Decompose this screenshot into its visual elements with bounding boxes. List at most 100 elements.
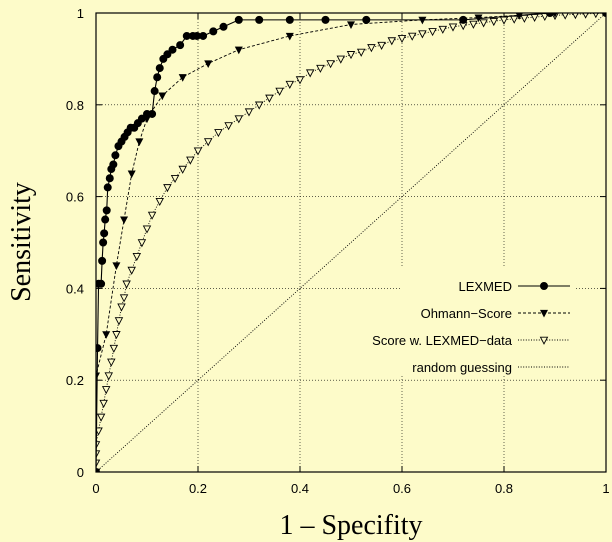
data-point (214, 129, 223, 138)
plot-frame (95, 12, 607, 473)
data-point (150, 87, 159, 96)
data-point (96, 413, 106, 422)
y-axis-title: Sensitivity (6, 182, 37, 302)
data-point (321, 15, 330, 24)
data-point (275, 87, 284, 96)
data-point (204, 60, 213, 68)
data-point (158, 92, 167, 101)
legend-label: LEXMED (459, 279, 512, 294)
data-point (120, 216, 129, 225)
y-tick-label: 0.6 (66, 190, 84, 205)
data-point (448, 23, 458, 32)
data-point (459, 15, 468, 24)
data-point (540, 281, 549, 290)
legend-label: Ohmann−Score (421, 306, 512, 321)
data-point (122, 280, 131, 289)
series-layer (96, 13, 606, 472)
data-point (103, 183, 112, 192)
data-point (347, 21, 355, 29)
data-point (377, 41, 386, 50)
data-point (479, 19, 488, 28)
data-point (367, 44, 376, 53)
data-point (255, 15, 264, 24)
data-point (336, 55, 346, 64)
data-point (96, 344, 102, 353)
data-point (438, 25, 448, 34)
data-point (209, 27, 218, 36)
x-tick-label: 0.4 (291, 481, 309, 496)
data-point (107, 358, 116, 367)
data-point (186, 156, 195, 165)
data-point (105, 174, 114, 183)
data-point (539, 336, 549, 345)
y-axis: 0 0.2 0.4 0.6 0.8 1 (66, 6, 606, 480)
x-tick-label: 0.2 (189, 481, 207, 496)
data-point (234, 46, 243, 55)
data-point (155, 64, 164, 73)
data-point (102, 206, 111, 215)
data-point (407, 32, 417, 41)
y-tick-label: 0.2 (66, 373, 84, 388)
legend: LEXMED Ohmann−Score Score w. LEXMED−data ra… (372, 268, 574, 376)
y-tick-label: 0.4 (66, 281, 84, 296)
data-point (356, 48, 366, 57)
x-tick-label: 0.8 (495, 481, 513, 496)
data-point (127, 170, 136, 179)
data-point (96, 450, 101, 459)
data-point (147, 211, 157, 220)
data-point (254, 101, 264, 110)
data-point (540, 309, 548, 318)
data-point (397, 34, 407, 44)
data-point (582, 13, 589, 19)
data-point (362, 15, 371, 24)
y-tick-label: 1 (77, 6, 84, 21)
data-point (153, 73, 162, 82)
data-point (98, 256, 107, 265)
data-point (137, 114, 146, 123)
data-point (111, 151, 120, 160)
data-point (285, 80, 295, 89)
data-point (193, 147, 203, 156)
data-point (170, 174, 180, 184)
x-tick-label: 1 (602, 481, 609, 496)
data-point (100, 229, 109, 238)
data-point (101, 215, 110, 224)
y-tick-label: 0.8 (66, 98, 84, 113)
series-0 (96, 13, 606, 472)
legend-label: random guessing (412, 360, 512, 375)
data-point (104, 372, 113, 381)
data-point (561, 13, 569, 20)
data-point (489, 18, 499, 27)
data-point (112, 331, 121, 340)
data-point (244, 108, 254, 117)
data-point (99, 238, 108, 247)
data-point (224, 122, 233, 131)
data-point (137, 239, 147, 248)
data-point (285, 32, 294, 41)
data-point (119, 294, 129, 303)
data-point (316, 64, 325, 73)
x-tick-label: 0.6 (393, 481, 411, 496)
data-point (109, 344, 119, 353)
data-point (219, 22, 228, 31)
data-point (135, 138, 144, 147)
data-point (99, 399, 108, 408)
legend-label: Score w. LEXMED−data (372, 333, 513, 348)
data-point (112, 262, 121, 270)
data-point (176, 41, 185, 50)
data-point (326, 60, 335, 69)
data-point (234, 15, 243, 24)
data-point (305, 69, 315, 78)
data-point (602, 13, 606, 17)
data-point (265, 94, 274, 103)
data-point (168, 45, 177, 54)
data-point (117, 303, 126, 312)
data-point (178, 74, 187, 82)
data-point (102, 331, 111, 339)
data-point (109, 160, 118, 169)
data-point (572, 13, 579, 20)
data-point (163, 50, 172, 59)
data-point (127, 266, 136, 275)
x-tick-label: 0 (92, 481, 99, 496)
